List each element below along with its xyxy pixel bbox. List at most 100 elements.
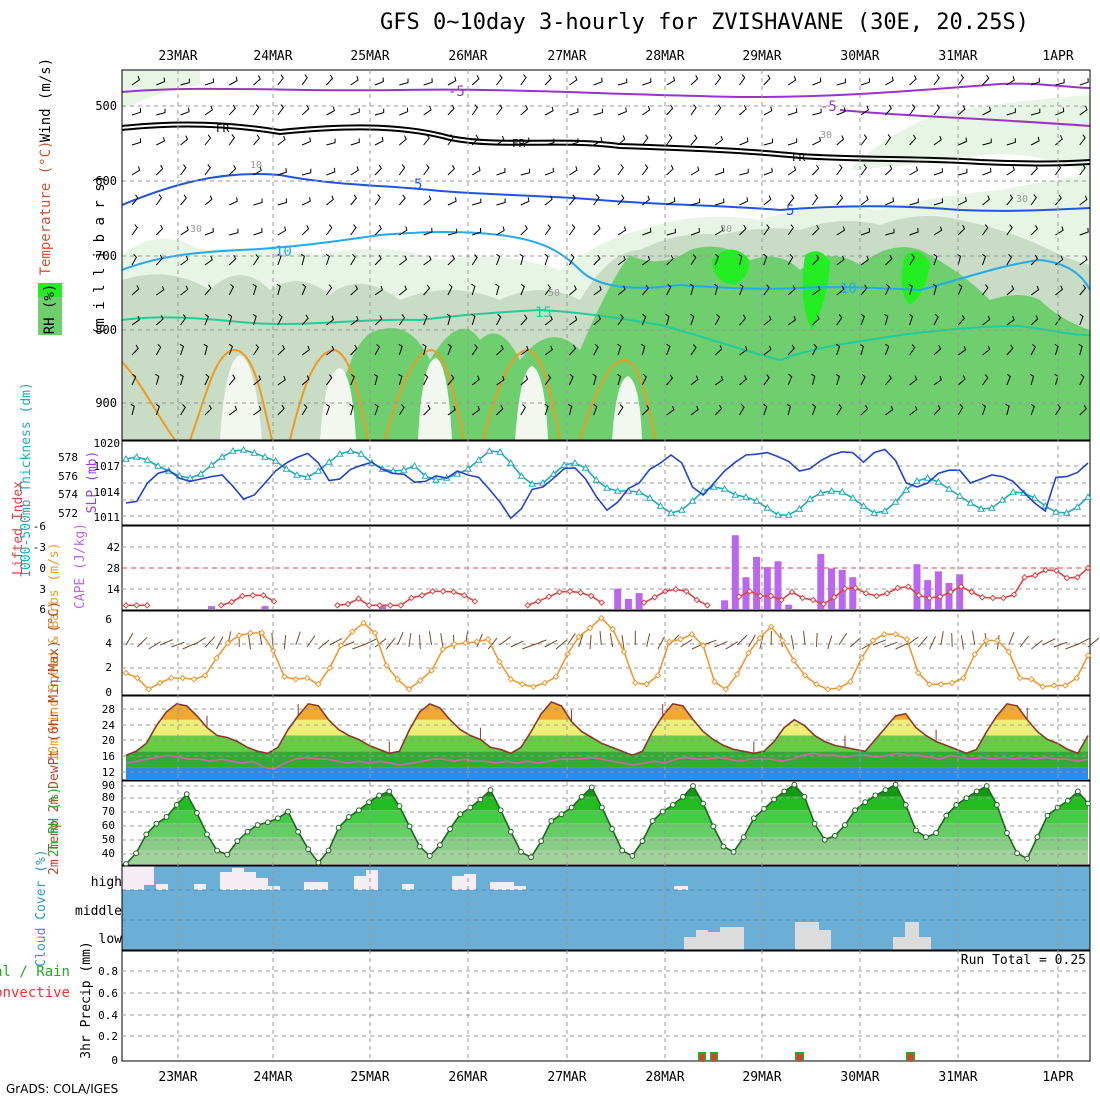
cape-bar bbox=[261, 606, 269, 609]
rh-2m-point bbox=[588, 784, 595, 791]
rh-2m-point bbox=[821, 836, 828, 843]
wind-barb bbox=[714, 313, 721, 326]
rh-2m-point bbox=[386, 788, 393, 795]
thickness-point bbox=[261, 452, 269, 460]
lifted-index-point bbox=[217, 602, 225, 609]
wind-speed-point bbox=[552, 673, 560, 681]
wind-speed-point bbox=[258, 629, 266, 637]
wind-barb bbox=[471, 166, 481, 176]
wind-barb bbox=[569, 194, 576, 206]
lifted-index-point bbox=[756, 592, 764, 600]
wind-barb bbox=[569, 285, 577, 296]
thickness-point bbox=[496, 447, 504, 455]
thickness-point bbox=[453, 469, 462, 477]
low-cloud-blocks bbox=[684, 922, 931, 950]
wind-barb bbox=[738, 253, 743, 266]
wind-speed-point bbox=[416, 677, 424, 684]
wind-speed-point bbox=[473, 638, 481, 646]
wind-barb bbox=[301, 345, 311, 356]
wind-barb bbox=[131, 75, 140, 86]
wind-barb bbox=[812, 285, 821, 296]
wind-barb bbox=[350, 344, 358, 356]
contour-plus10 bbox=[121, 230, 1091, 292]
wind-barb bbox=[374, 315, 383, 326]
wind-barb bbox=[422, 343, 427, 356]
wind-barb bbox=[1030, 108, 1041, 116]
rh-2m-point bbox=[558, 811, 565, 818]
rh-2m-point bbox=[234, 838, 241, 845]
wind-barb bbox=[812, 224, 820, 236]
wind-barb bbox=[228, 283, 235, 296]
thickness-point bbox=[806, 494, 814, 502]
date-label-top-1apr: 1APR bbox=[1042, 49, 1073, 64]
wind-barb bbox=[690, 104, 697, 116]
rh-2m-point bbox=[599, 804, 605, 811]
rh-2m-point bbox=[305, 846, 312, 853]
wind-barb bbox=[593, 77, 603, 86]
wind-barb bbox=[763, 253, 768, 266]
lifted-index-point bbox=[841, 585, 849, 592]
high-cloud-7 bbox=[244, 872, 256, 890]
10m-wind-barb bbox=[329, 637, 343, 646]
thickness-point bbox=[987, 503, 996, 511]
wind-barb bbox=[884, 104, 892, 116]
precip-bar-1-conv bbox=[700, 1054, 704, 1061]
wind-barb bbox=[811, 403, 817, 416]
low-cloud-3 bbox=[708, 932, 720, 950]
wind-barb bbox=[909, 166, 918, 176]
lifted-index-point bbox=[566, 588, 574, 595]
wind-speed-point bbox=[699, 642, 707, 649]
ytick-900: 900 bbox=[95, 396, 117, 410]
top-date-axis: 23MAR 24MAR 25MAR 26MAR 27MAR 28MAR 29MA… bbox=[158, 49, 1073, 64]
wind-speed-point bbox=[337, 642, 345, 649]
wind-barb bbox=[739, 345, 748, 356]
lifted-index-point bbox=[904, 583, 912, 590]
10m-wind-barb bbox=[748, 634, 756, 648]
wind-barb bbox=[690, 227, 700, 236]
wind-barb bbox=[884, 254, 893, 266]
thickness-point bbox=[239, 445, 248, 453]
wind-speed-point bbox=[971, 650, 979, 658]
upper-air-yaxis: 500 600 700 800 900 bbox=[95, 99, 117, 410]
cape-bar bbox=[635, 593, 643, 609]
wind-speed-point bbox=[665, 638, 673, 646]
wind-barb bbox=[617, 194, 625, 206]
wind-barb bbox=[204, 78, 215, 86]
ylabel-cape: CAPE (J/kg) bbox=[73, 523, 88, 609]
wind-barb bbox=[909, 254, 916, 266]
thickness-point bbox=[913, 476, 921, 484]
lifted-index-point bbox=[989, 594, 997, 602]
wind-barb bbox=[520, 197, 530, 206]
wind-speed-point bbox=[745, 649, 752, 657]
thickness-point bbox=[635, 487, 643, 495]
thickness-point bbox=[1084, 492, 1092, 500]
10m-wind-barb bbox=[125, 632, 134, 646]
wind-speed-point bbox=[134, 674, 141, 682]
lifted-index-point bbox=[1063, 574, 1071, 582]
lifted-index-point bbox=[429, 588, 436, 595]
rh-2m-point bbox=[457, 811, 464, 818]
wind-speed-point bbox=[779, 637, 786, 644]
wind-barb bbox=[739, 375, 747, 386]
thickness-point bbox=[293, 470, 301, 478]
wind-barb bbox=[350, 373, 355, 386]
ytick-rh-80: 80 bbox=[102, 791, 115, 804]
wind-barb bbox=[228, 374, 236, 386]
wind-barb bbox=[836, 107, 846, 116]
wind-barb bbox=[496, 253, 501, 266]
wind-barb bbox=[253, 228, 263, 236]
wind-barb bbox=[690, 134, 698, 146]
ytick-thickness-572: 572 bbox=[58, 507, 78, 520]
date-label-top-29mar: 29MAR bbox=[742, 49, 781, 64]
precip-bar-3-conv bbox=[797, 1054, 802, 1061]
wind-barb bbox=[1030, 224, 1039, 236]
wind-speed-point bbox=[790, 657, 798, 664]
ytick-precip-08: 0.8 bbox=[98, 965, 118, 978]
wind-barb bbox=[155, 254, 164, 266]
high-cloud-3 bbox=[156, 884, 168, 890]
wind-barb bbox=[155, 344, 162, 356]
wind-barb bbox=[398, 194, 406, 206]
wind-speed-point bbox=[145, 685, 152, 693]
cape-bar bbox=[956, 574, 964, 609]
wind-barb bbox=[642, 78, 652, 86]
